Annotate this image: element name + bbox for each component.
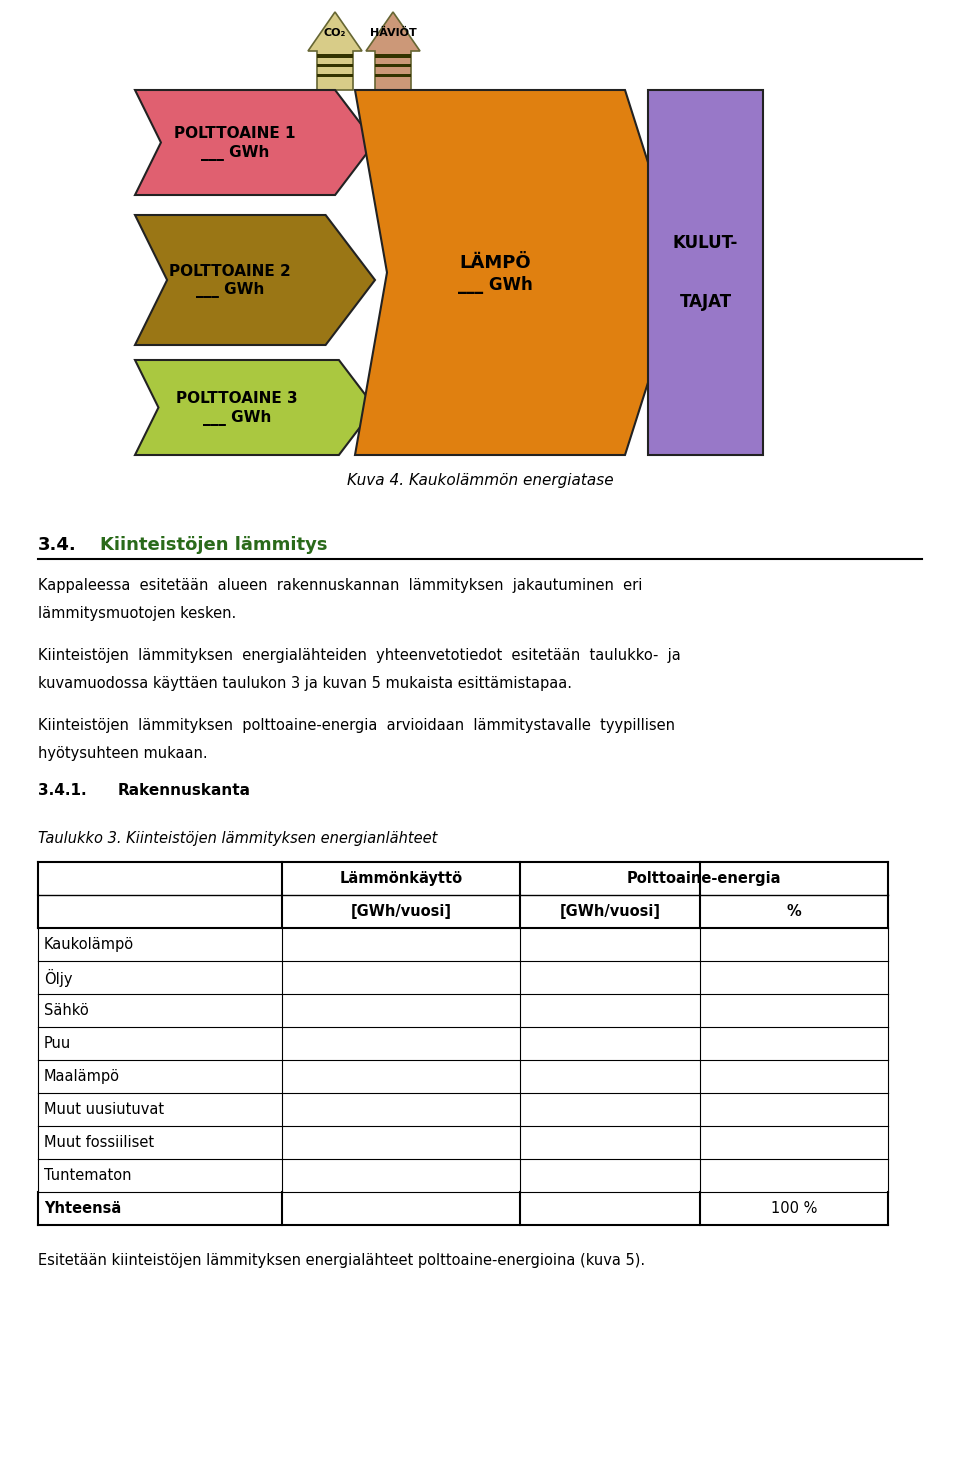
Polygon shape xyxy=(308,12,362,91)
Text: POLTTOAINE 2: POLTTOAINE 2 xyxy=(169,264,291,279)
Text: Kiinteistöjen  lämmityksen  polttoaine-energia  arvioidaan  lämmitystavalle  tyy: Kiinteistöjen lämmityksen polttoaine-ene… xyxy=(38,718,675,733)
Text: 3.4.: 3.4. xyxy=(38,536,77,554)
Text: Lämmönkäyttö: Lämmönkäyttö xyxy=(340,871,463,886)
Text: ___ GWh: ___ GWh xyxy=(201,144,269,160)
Text: Muut uusiutuvat: Muut uusiutuvat xyxy=(44,1103,164,1117)
Text: CO₂: CO₂ xyxy=(324,28,347,39)
Text: Tuntematon: Tuntematon xyxy=(44,1168,132,1183)
Text: POLTTOAINE 3: POLTTOAINE 3 xyxy=(176,390,298,407)
Text: Maalämpö: Maalämpö xyxy=(44,1068,120,1083)
Text: Kiinteistöjen  lämmityksen  energialähteiden  yhteenvetotiedot  esitetään  taulu: Kiinteistöjen lämmityksen energialähteid… xyxy=(38,649,681,663)
Text: TAJAT: TAJAT xyxy=(680,292,732,310)
Text: Rakennuskanta: Rakennuskanta xyxy=(118,782,251,797)
Text: Öljy: Öljy xyxy=(44,969,73,987)
Text: KULUT-: KULUT- xyxy=(673,234,738,252)
Bar xyxy=(317,74,353,77)
Text: [GWh/vuosi]: [GWh/vuosi] xyxy=(560,904,660,919)
Text: Kaukolämpö: Kaukolämpö xyxy=(44,936,134,953)
Text: POLTTOAINE 1: POLTTOAINE 1 xyxy=(175,126,296,141)
Text: Taulukko 3. Kiinteistöjen lämmityksen energianlähteet: Taulukko 3. Kiinteistöjen lämmityksen en… xyxy=(38,831,438,846)
Text: lämmitysmuotojen kesken.: lämmitysmuotojen kesken. xyxy=(38,605,236,620)
Text: Puu: Puu xyxy=(44,1036,71,1051)
Text: LÄMPÖ: LÄMPÖ xyxy=(459,254,531,272)
Polygon shape xyxy=(355,91,683,456)
Text: 100 %: 100 % xyxy=(771,1201,817,1215)
Text: 3.4.1.: 3.4.1. xyxy=(38,782,86,797)
Bar xyxy=(375,74,411,77)
Bar xyxy=(317,53,353,58)
Polygon shape xyxy=(366,12,420,91)
Text: Polttoaine-energia: Polttoaine-energia xyxy=(627,871,781,886)
Text: Sähkö: Sähkö xyxy=(44,1003,88,1018)
Text: [GWh/vuosi]: [GWh/vuosi] xyxy=(350,904,451,919)
Bar xyxy=(317,64,353,67)
Polygon shape xyxy=(135,361,375,456)
Text: HÄVIÖT: HÄVIÖT xyxy=(370,28,417,39)
Text: kuvamuodossa käyttäen taulukon 3 ja kuvan 5 mukaista esittämistapaa.: kuvamuodossa käyttäen taulukon 3 ja kuva… xyxy=(38,677,572,692)
Text: Esitetään kiinteistöjen lämmityksen energialähteet polttoaine-energioina (kuva 5: Esitetään kiinteistöjen lämmityksen ener… xyxy=(38,1252,645,1267)
Polygon shape xyxy=(648,91,763,456)
Text: Kappaleessa  esitetään  alueen  rakennuskannan  lämmityksen  jakautuminen  eri: Kappaleessa esitetään alueen rakennuskan… xyxy=(38,577,642,594)
Bar xyxy=(375,64,411,67)
Text: %: % xyxy=(786,904,802,919)
Polygon shape xyxy=(135,215,375,344)
Polygon shape xyxy=(135,91,375,194)
Text: Kiinteistöjen lämmitys: Kiinteistöjen lämmitys xyxy=(100,536,327,554)
Text: Muut fossiiliset: Muut fossiiliset xyxy=(44,1135,155,1150)
Text: Yhteensä: Yhteensä xyxy=(44,1201,121,1215)
Bar xyxy=(375,53,411,58)
Text: Kuva 4. Kaukolämmön energiatase: Kuva 4. Kaukolämmön energiatase xyxy=(347,472,613,488)
Text: ___ GWh: ___ GWh xyxy=(196,282,265,298)
Text: ___ GWh: ___ GWh xyxy=(458,276,533,294)
Text: hyötysuhteen mukaan.: hyötysuhteen mukaan. xyxy=(38,746,207,761)
Text: ___ GWh: ___ GWh xyxy=(203,410,271,426)
